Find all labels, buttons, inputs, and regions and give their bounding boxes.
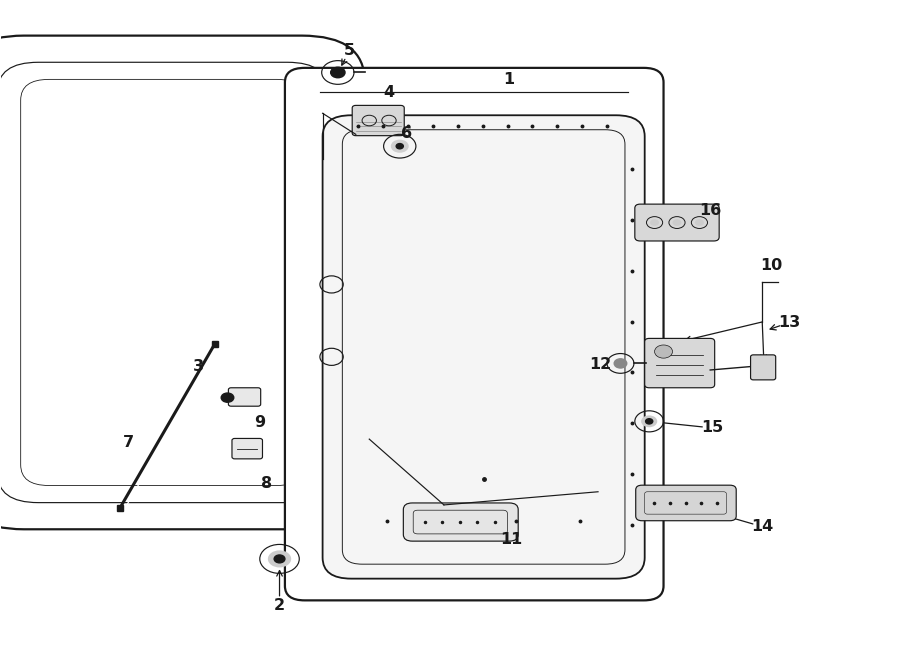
FancyBboxPatch shape [229,388,261,407]
FancyBboxPatch shape [342,130,625,564]
FancyBboxPatch shape [21,79,305,486]
FancyBboxPatch shape [322,115,644,578]
Text: 7: 7 [123,435,134,450]
Text: 11: 11 [500,532,522,547]
FancyBboxPatch shape [352,105,404,136]
FancyBboxPatch shape [751,355,776,380]
Circle shape [268,551,292,567]
Text: 9: 9 [254,415,266,430]
Circle shape [274,555,285,563]
Circle shape [672,219,681,226]
Circle shape [221,393,234,403]
FancyBboxPatch shape [285,68,663,600]
Circle shape [695,219,704,226]
FancyBboxPatch shape [644,338,715,388]
FancyBboxPatch shape [0,36,364,529]
FancyBboxPatch shape [232,438,263,459]
Circle shape [391,139,409,153]
Circle shape [396,143,403,149]
FancyBboxPatch shape [644,492,726,514]
Circle shape [614,359,626,368]
Text: 14: 14 [752,519,773,534]
Circle shape [645,418,652,424]
Circle shape [650,219,659,226]
Text: 3: 3 [194,359,204,374]
Text: 13: 13 [778,315,800,330]
Text: 6: 6 [401,126,412,141]
Text: 1: 1 [503,71,514,87]
Text: 10: 10 [760,258,782,274]
FancyBboxPatch shape [0,62,328,502]
Text: 16: 16 [699,203,721,218]
Text: 15: 15 [701,420,723,436]
Text: 5: 5 [344,43,356,58]
Circle shape [641,415,657,427]
Text: 2: 2 [274,598,285,613]
Text: 12: 12 [590,357,612,372]
FancyBboxPatch shape [635,485,736,521]
Text: 8: 8 [260,476,272,490]
FancyBboxPatch shape [634,204,719,241]
Text: 4: 4 [383,85,394,100]
FancyBboxPatch shape [403,503,518,541]
Circle shape [330,67,345,78]
FancyBboxPatch shape [413,510,508,534]
Circle shape [654,345,672,358]
